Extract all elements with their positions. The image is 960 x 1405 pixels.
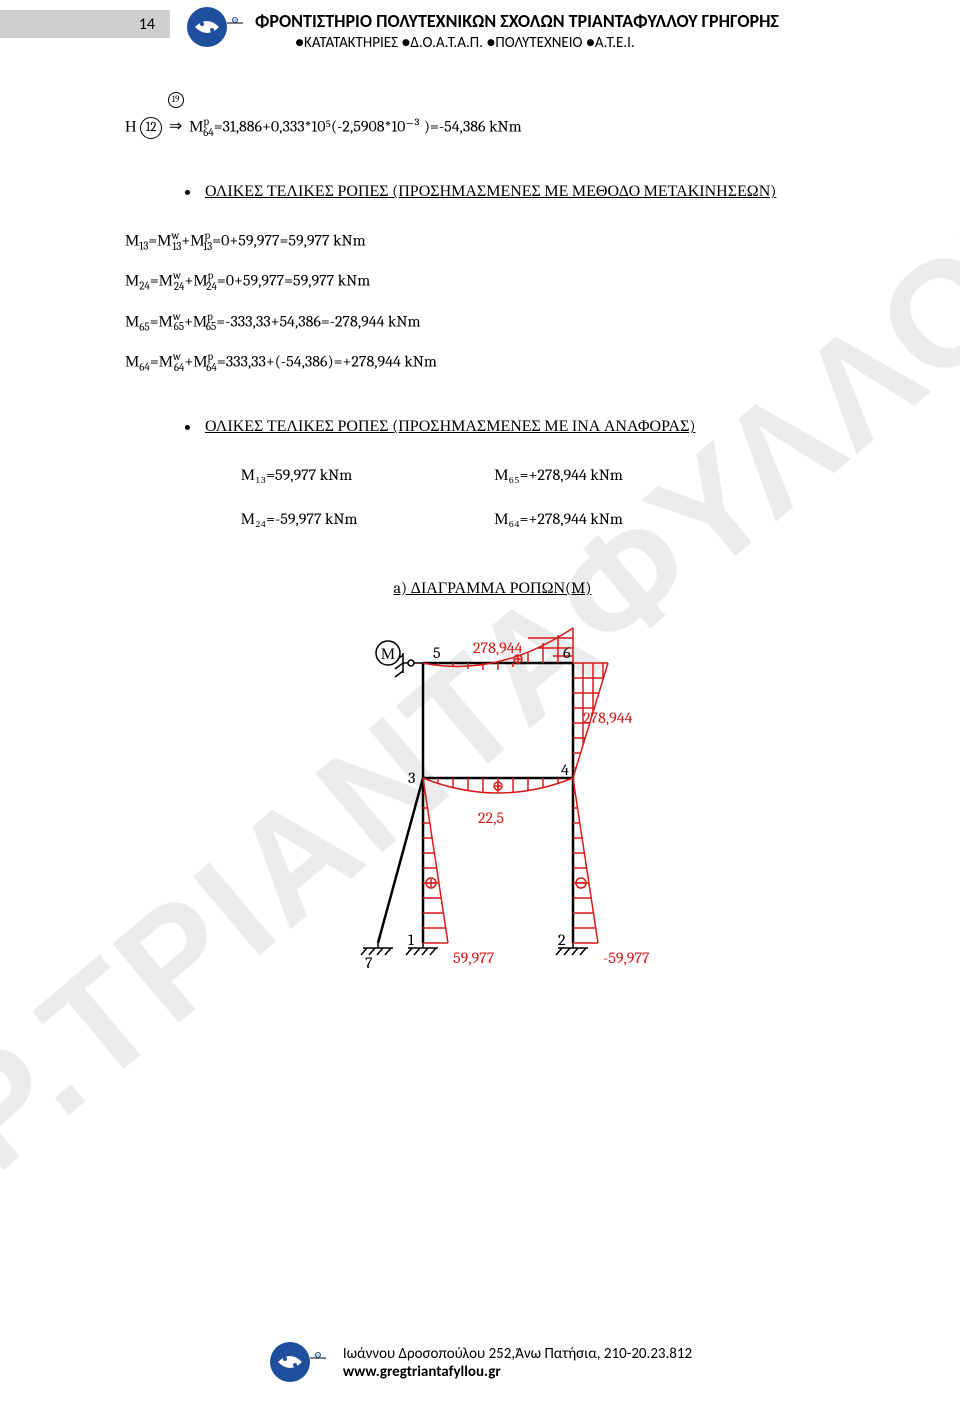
svg-text:σ: σ <box>233 17 237 25</box>
diagram-title: a) ΔΙΑΓΡΑΜΜΑ ΡΟΠΩΝ(M) <box>125 574 860 603</box>
val-mid: 22,5 <box>478 809 504 827</box>
eq-m24: Μ24=Μw24+Μp24=0+59,977=59,977 kNm <box>125 266 860 296</box>
eq-m64: Μ64=Μw64+Μp64=333,33+(-54,386)=+278,944 … <box>125 347 860 377</box>
footer-url: www.gregtriantafyllou.gr <box>343 1363 692 1381</box>
node-1: 1 <box>408 931 414 949</box>
footer-logo: σ <box>268 1340 328 1385</box>
section1-title: ΟΛΙΚΕΣ ΤΕΛΙΚΕΣ ΡΟΠΕΣ (ΠΡΟΣΗΜΑΣΜΕΝΕΣ ΜΕ Μ… <box>185 177 860 206</box>
page-number: 14 <box>0 10 170 38</box>
header-subtitle: ●ΚΑΤΑΤΑΚΤΗΡΙΕΣ ●Δ.Ο.Α.Τ.Α.Π. ●ΠΟΛΥΤΕΧΝΕΙ… <box>255 34 779 52</box>
page-header: 14 σ ΦΡΟΝΤΙΣΤΗΡΙΟ ΠΟΛΥΤΕΧΝΙΚΩΝ ΣΧΟΛΩΝ ΤΡ… <box>0 0 960 52</box>
header-title: ΦΡΟΝΤΙΣΤΗΡΙΟ ΠΟΛΥΤΕΧΝΙΚΩΝ ΣΧΟΛΩΝ ΤΡΙΑΝΤΑ… <box>255 10 779 32</box>
val-top: 278,944 <box>473 639 523 657</box>
section2-title: ΟΛΙΚΕΣ ΤΕΛΙΚΕΣ ΡΟΠΕΣ (ΠΡΟΣΗΜΑΣΜΕΝΕΣ ΜΕ Ι… <box>185 412 860 441</box>
val-right: 278,944 <box>583 709 633 727</box>
val-bot-right: -59,977 <box>603 949 650 967</box>
diagram-M-label: M <box>380 646 394 663</box>
footer-address: Ιωάννου Δροσοπούλου 252,Άνω Πατήσια, 210… <box>343 1345 692 1363</box>
page-footer: σ Ιωάννου Δροσοπούλου 252,Άνω Πατήσια, 2… <box>0 1340 960 1385</box>
svg-text:σ: σ <box>316 1352 320 1360</box>
node-3: 3 <box>408 769 415 787</box>
node-4: 4 <box>561 761 569 779</box>
eq-m65: Μ65=Μw65+Μp65=-333,33+54,386=-278,944 kN… <box>125 307 860 337</box>
result-row-1: Μ₁₃=59,977 kNm Μ₆₅=+278,944 kNm <box>125 461 860 490</box>
moment-diagram: M 5 6 3 4 7 1 2 278,944 278,944 22,5 59,… <box>125 623 860 1003</box>
node-5: 5 <box>433 644 441 662</box>
equation-first: Η 12 19 ⇒ Μp64=31,886+0,333*10⁵(-2,5908*… <box>125 112 860 142</box>
result-row-2: Μ₂₄=-59,977 kNm Μ₆₄=+278,944 kNm <box>125 505 860 534</box>
node-7: 7 <box>365 954 373 972</box>
node-2: 2 <box>558 931 566 949</box>
eq-m13: Μ13=Μw13+Μp13=0+59,977=59,977 kNm <box>125 226 860 256</box>
header-logo: σ <box>185 5 245 50</box>
node-6: 6 <box>563 644 571 662</box>
val-bot-left: 59,977 <box>453 949 495 967</box>
